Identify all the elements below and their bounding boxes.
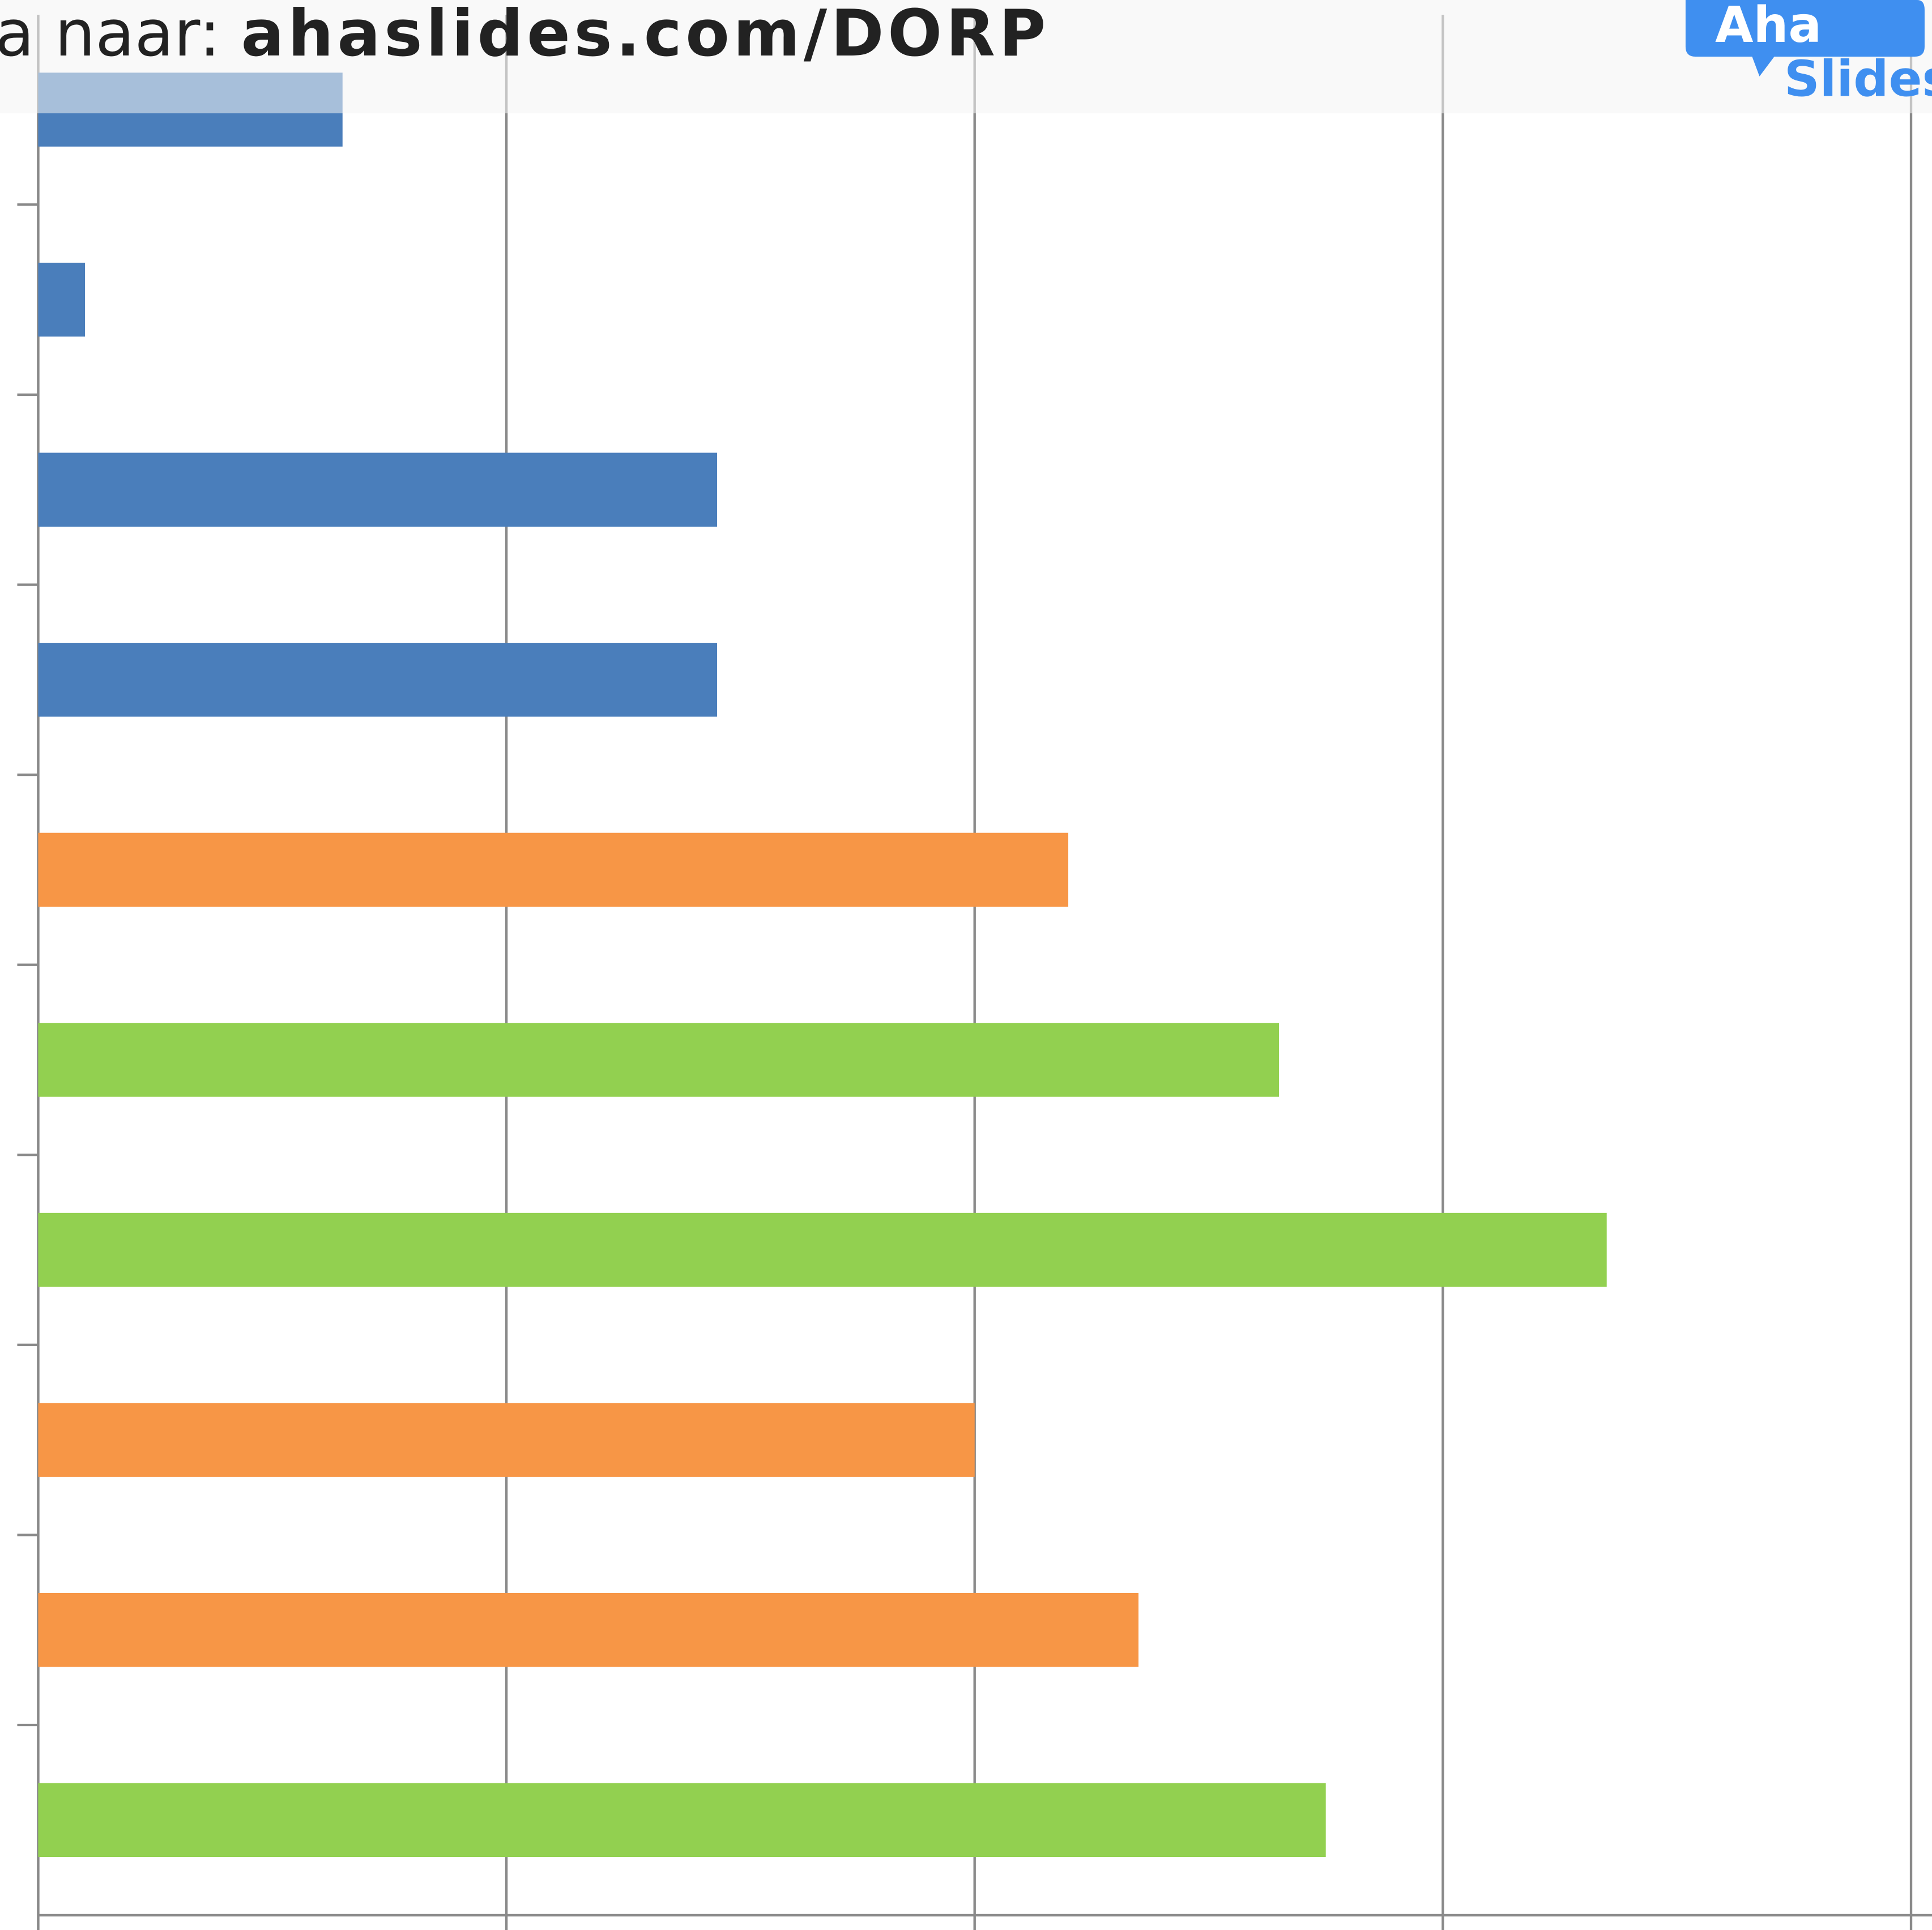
bar xyxy=(38,1212,1607,1287)
bar xyxy=(38,452,718,527)
join-url: ahaslides.com/DORP xyxy=(241,0,1049,71)
bar xyxy=(38,643,718,717)
header-prefix: a naar: xyxy=(0,0,221,71)
header-bar xyxy=(0,0,1932,114)
bar xyxy=(38,1783,1326,1858)
bar xyxy=(38,262,86,337)
header-text: a naar: ahaslides.com/DORP xyxy=(0,0,1050,71)
bar xyxy=(38,832,1069,907)
plot-area xyxy=(17,15,1932,1930)
logo-bubble xyxy=(1685,0,1925,76)
logo-aha: Aha xyxy=(1715,0,1822,54)
logo-slides: Slides xyxy=(1784,50,1932,108)
bar xyxy=(38,1592,1139,1667)
bar xyxy=(38,1403,975,1477)
bar xyxy=(38,1023,1280,1097)
logo: Aha Slides xyxy=(1685,0,1932,108)
